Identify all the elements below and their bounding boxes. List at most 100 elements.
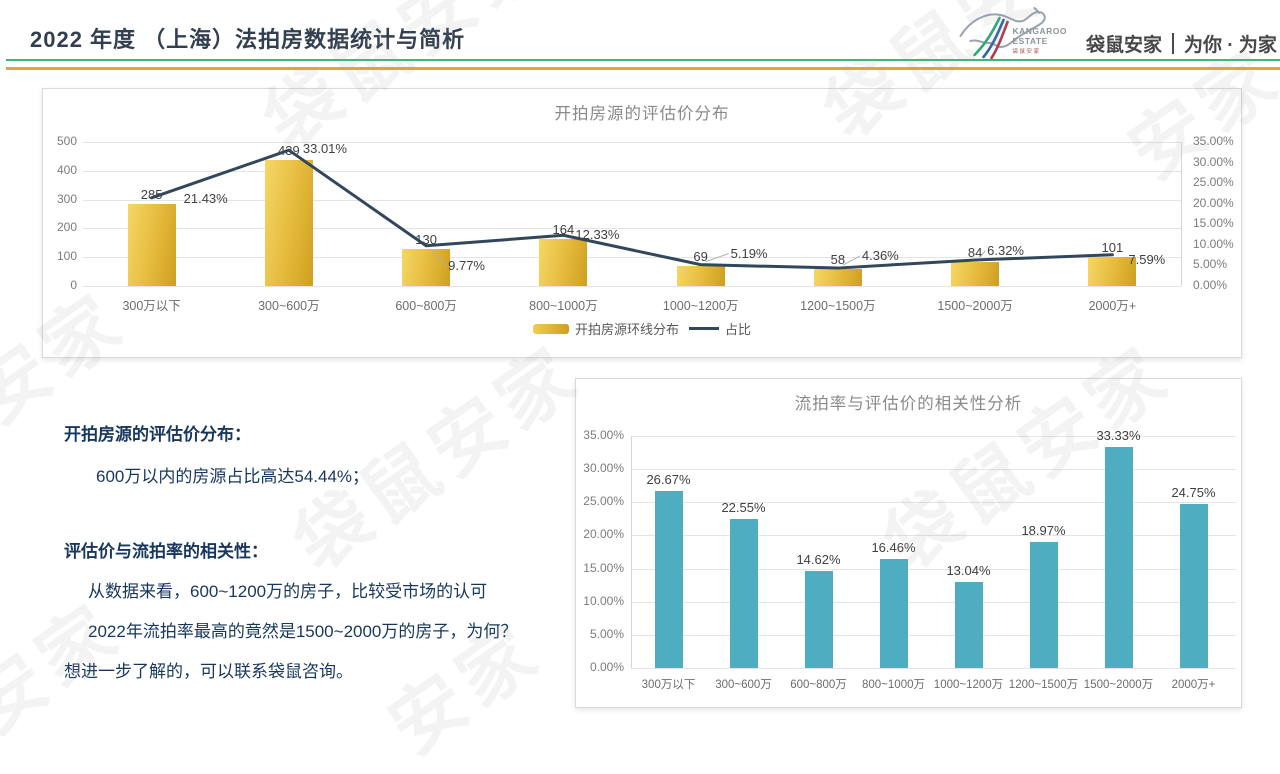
bar xyxy=(729,518,758,668)
line-value-label: 33.01% xyxy=(302,141,347,157)
chart-title: 开拍房源的评估价分布 xyxy=(554,105,730,123)
grid-line xyxy=(83,257,1181,259)
bar-value-label: 58 xyxy=(830,252,846,268)
category-label: 1200~1500万 xyxy=(1008,679,1079,691)
category-label: 300万以下 xyxy=(641,679,696,691)
y-axis-tick-label: 5.00% xyxy=(589,626,624,641)
brand-block: KANGAROO ESTATE 袋 鼠 安 家 袋鼠安家 为你 · 为家 xyxy=(946,0,1280,60)
y-axis-tick-label: 0.00% xyxy=(589,660,624,674)
bar xyxy=(1088,256,1137,286)
grid-line xyxy=(631,568,1236,570)
bar-value-label: 22.55% xyxy=(721,499,766,515)
right-axis-tick-label: 0.00% xyxy=(1193,278,1228,292)
legend-item-line: 占比 xyxy=(689,319,751,338)
label-leader-line xyxy=(430,249,447,267)
y-axis-tick-label: 20.00% xyxy=(583,527,624,542)
right-axis-tick-label: 10.00% xyxy=(1193,236,1234,251)
bar xyxy=(127,203,176,286)
grid-line xyxy=(83,199,1181,201)
category-label: 1000~1200万 xyxy=(662,299,739,313)
right-axis-tick-label: 25.00% xyxy=(1193,175,1234,190)
bar xyxy=(1029,542,1058,668)
category-label: 800~1000万 xyxy=(529,299,598,313)
page-title: 2022 年度 （上海）法拍房数据统计与简析 xyxy=(30,27,466,52)
header-rule-orange xyxy=(6,67,1280,70)
bar xyxy=(264,159,313,286)
brand-tagline: 袋鼠安家 为你 · 为家 xyxy=(1086,30,1277,57)
bar-value-label: 33.33% xyxy=(1096,428,1141,444)
category-label: 600~800万 xyxy=(395,299,457,313)
bar xyxy=(804,571,833,668)
y-axis-tick-label: 10.00% xyxy=(583,593,624,608)
grid-line xyxy=(631,535,1236,537)
line-value-label: 7.59% xyxy=(1128,251,1166,267)
tagline-brand: 袋鼠安家 xyxy=(1086,35,1163,56)
left-axis-tick-label: 100 xyxy=(56,249,77,264)
chart-failure-rate-card: 流拍率与评估价的相关性分析 35.00% 30.00% 25.00% 20.00% 15… xyxy=(575,378,1242,708)
left-axis-tick-label: 300 xyxy=(56,191,77,206)
bar xyxy=(1104,447,1133,668)
bar-value-label: 24.75% xyxy=(1171,484,1216,500)
header-rule-green xyxy=(6,59,1280,61)
bar xyxy=(539,238,588,286)
label-leader-line xyxy=(705,253,729,263)
category-label: 800~1000万 xyxy=(862,679,925,691)
price-distribution-plot: 500 400 300 200 100 0 35.00% 30.00% 25.00% 20.00%… xyxy=(43,89,1241,357)
bar-value-label: 16.46% xyxy=(871,539,916,555)
note-line-distribution: 600万以内的房源占比高达54.44%； xyxy=(96,467,370,486)
category-label: 2000万+ xyxy=(1088,299,1137,313)
line-value-label: 9.77% xyxy=(448,257,485,273)
category-label: 300~600万 xyxy=(715,679,772,691)
grid-line xyxy=(631,634,1236,636)
logo-name-cn: 袋 鼠 安 家 xyxy=(1013,47,1040,55)
chart-legend: 开拍房源环线分布 占比 xyxy=(43,319,1241,338)
right-axis-tick-label: 15.00% xyxy=(1193,216,1234,231)
right-axis-tick-label: 30.00% xyxy=(1193,154,1234,169)
grid-line xyxy=(631,502,1236,504)
left-axis-tick-label: 200 xyxy=(56,220,77,235)
bar xyxy=(676,266,725,286)
bar-value-label: 164 xyxy=(552,221,575,237)
bar xyxy=(402,248,451,286)
category-label: 300万以下 xyxy=(122,299,181,313)
legend-item-bar: 开拍房源环线分布 xyxy=(532,319,679,338)
bar-value-label: 101 xyxy=(1101,239,1124,255)
right-axis-tick-label: 5.00% xyxy=(1193,257,1228,272)
note-heading-distribution: 开拍房源的评估价分布： xyxy=(64,425,251,444)
category-label: 2000万+ xyxy=(1171,679,1216,691)
kangaroo-logo-icon: KANGAROO ESTATE 袋 鼠 安 家 xyxy=(959,7,1068,60)
note-line-correlation-2: 2022年流拍率最高的竟然是1500~2000万的房子，为何？ xyxy=(88,622,518,641)
bar-value-label: 285 xyxy=(140,186,163,202)
bar xyxy=(954,581,983,668)
right-axis-tick-label: 20.00% xyxy=(1193,195,1234,210)
y-axis-line xyxy=(631,436,632,668)
grid-line xyxy=(631,601,1236,603)
bar-value-label: 84 xyxy=(967,244,983,260)
bar-value-label: 26.67% xyxy=(646,472,691,488)
grid-line xyxy=(631,436,1236,437)
left-axis-tick-label: 400 xyxy=(56,162,77,177)
bar xyxy=(813,269,862,286)
tagline-slogan: 为你 · 为家 xyxy=(1184,35,1277,56)
bar xyxy=(879,558,908,668)
right-axis-tick-label: 35.00% xyxy=(1193,134,1234,148)
category-label: 1500~2000万 xyxy=(1083,679,1154,691)
line-value-label: 21.43% xyxy=(183,190,228,206)
logo-name-en-1: KANGAROO xyxy=(1013,26,1068,36)
grid-line xyxy=(83,142,1181,143)
label-leader-line xyxy=(979,250,986,258)
legend-label: 开拍房源环线分布 xyxy=(574,322,679,337)
left-axis-tick-label: 500 xyxy=(56,134,77,148)
category-label: 1500~2000万 xyxy=(937,299,1013,313)
bar xyxy=(654,491,683,668)
legend-label: 占比 xyxy=(725,322,752,337)
line-value-label: 5.19% xyxy=(730,245,768,261)
logo-name-en-2: ESTATE xyxy=(1013,36,1048,46)
bar xyxy=(951,261,1000,286)
line-value-label: 12.33% xyxy=(575,227,620,243)
left-axis-tick-label: 0 xyxy=(70,278,77,292)
tagline-divider xyxy=(1172,33,1175,54)
bar-value-label: 14.62% xyxy=(796,552,841,568)
grid-line xyxy=(83,170,1181,172)
